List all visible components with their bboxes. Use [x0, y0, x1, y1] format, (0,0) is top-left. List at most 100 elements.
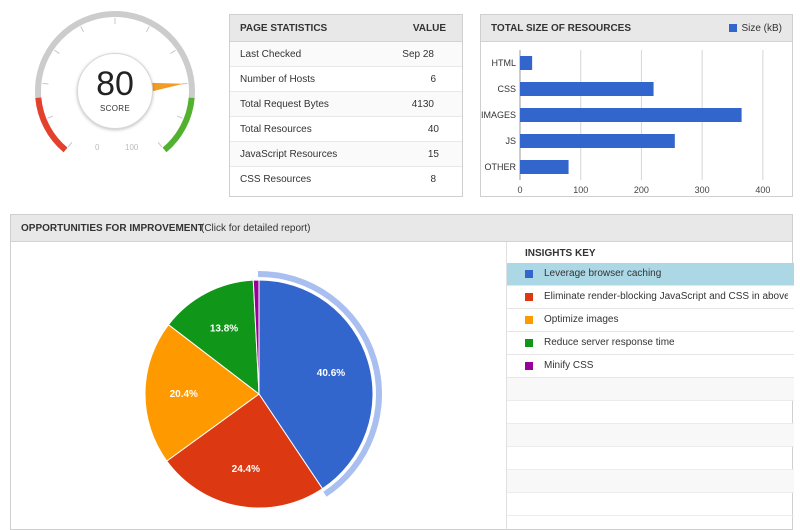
gauge-min-label: 0: [95, 143, 100, 152]
page-statistics-header: PAGE STATISTICS VALUE: [230, 15, 462, 42]
bar-other: [520, 160, 569, 174]
stats-value: 15: [427, 149, 439, 160]
opportunities-panel: OPPORTUNITIES FOR IMPROVEMENT (Click for…: [10, 214, 794, 530]
gauge-tick: [80, 26, 84, 33]
insight-server-response[interactable]: Reduce server response time: [507, 332, 794, 355]
empty-row: [507, 401, 794, 424]
stats-value: 6: [430, 74, 436, 85]
opportunities-pie-chart: 40.6% 24.4% 20.4% 13.8%: [144, 271, 382, 509]
pie-slice-2[interactable]: [144, 323, 260, 462]
empty-row: [507, 424, 794, 447]
stats-row-js-resources: JavaScript Resources 15: [230, 142, 462, 167]
stats-row-request-bytes: Total Request Bytes 4130: [230, 92, 462, 117]
gauge-tick: [157, 142, 163, 148]
gauge-max-label: 100: [125, 143, 139, 152]
pie-slice-4[interactable]: [252, 279, 260, 395]
insight-label: Optimize images: [544, 314, 619, 325]
pie-slice-1[interactable]: [166, 393, 324, 509]
pie-data-label: 20.4%: [170, 389, 198, 400]
stats-row-hosts: Number of Hosts 6: [230, 67, 462, 92]
insight-swatch: [525, 316, 533, 324]
gauge-tick: [170, 49, 176, 54]
score-circle: 80 SCORE: [77, 53, 153, 129]
gauge-tick: [67, 142, 73, 148]
gauge-arc-good: [162, 97, 195, 153]
stats-label: CSS Resources: [240, 174, 312, 185]
stats-row-css-resources: CSS Resources 8: [230, 167, 462, 192]
insights-key-title: INSIGHTS KEY: [525, 248, 596, 259]
stats-label: Total Request Bytes: [240, 99, 329, 110]
bar-category-label: CSS: [497, 84, 516, 94]
pie-highlight-ring: [257, 271, 382, 497]
gauge-tick: [47, 115, 54, 119]
stats-value: 4130: [411, 99, 434, 110]
stats-label: Last Checked: [240, 49, 302, 60]
bar-category-label: IMAGES: [481, 110, 516, 120]
pie-data-label: 13.8%: [210, 323, 238, 334]
gauge-tick: [176, 115, 183, 119]
stats-value: 8: [430, 174, 436, 185]
bar-category-label: JS: [505, 136, 516, 146]
bar-x-tick-label: 200: [634, 185, 649, 195]
bar-js: [520, 134, 675, 148]
page-statistics-title: PAGE STATISTICS: [240, 23, 328, 34]
gauge-needle: [147, 82, 184, 93]
stats-label: Total Resources: [240, 124, 312, 135]
size-legend: Size (kB): [729, 23, 782, 34]
gauge-tick: [146, 26, 150, 33]
stats-label: Number of Hosts: [240, 74, 316, 85]
legend-swatch: [729, 24, 738, 32]
insights-key: INSIGHTS KEY Leverage browser caching El…: [506, 242, 794, 530]
bar-x-tick-label: 100: [573, 185, 588, 195]
insight-label: Reduce server response time: [544, 337, 675, 348]
pie-data-label: 40.6%: [317, 368, 345, 379]
insight-minify-css[interactable]: Minify CSS: [507, 355, 794, 378]
bar-x-tick-label: 400: [755, 185, 770, 195]
insight-label: Eliminate render-blocking JavaScript and…: [544, 291, 788, 302]
bar-category-label: HTML: [492, 58, 517, 68]
empty-row: [507, 470, 794, 493]
page-statistics-panel: PAGE STATISTICS VALUE Last Checked Sep 2…: [229, 14, 463, 197]
bar-css: [520, 82, 654, 96]
insight-swatch: [525, 339, 533, 347]
gauge-tick: [54, 49, 60, 54]
resource-size-panel: TOTAL SIZE OF RESOURCES Size (kB) 0 100 20…: [480, 14, 793, 197]
stats-row-last-checked: Last Checked Sep 28: [230, 42, 462, 67]
bar-x-tick-label: 0: [517, 185, 522, 195]
stats-label: JavaScript Resources: [240, 149, 338, 160]
gauge-tick: [42, 82, 49, 85]
gauge-arc-bad: [35, 97, 68, 153]
gauge-dial: [35, 11, 195, 153]
pie-data-label: 24.4%: [232, 464, 260, 475]
score-value: 80: [96, 65, 134, 103]
insight-swatch: [525, 362, 533, 370]
insight-swatch: [525, 293, 533, 301]
resource-size-title: TOTAL SIZE OF RESOURCES: [491, 23, 632, 34]
stats-value: 40: [427, 124, 439, 135]
bar-x-tick-label: 300: [695, 185, 710, 195]
bar-html: [520, 56, 533, 70]
insight-leverage-browser-caching[interactable]: Leverage browser caching: [507, 263, 794, 286]
empty-row: [507, 493, 794, 516]
value-column-header: VALUE: [412, 23, 446, 34]
resource-size-bar-chart: 0 100 200 300 400 HTML CSS IMAGES JS OTHER: [481, 50, 770, 195]
stats-row-total-resources: Total Resources 40: [230, 117, 462, 142]
empty-row: [507, 447, 794, 470]
gauge-arc-top-right: [175, 45, 195, 98]
insight-label: Leverage browser caching: [544, 268, 662, 279]
score-label: SCORE: [100, 104, 130, 113]
pie-slice-3[interactable]: [167, 279, 260, 396]
insight-optimize-images[interactable]: Optimize images: [507, 309, 794, 332]
bar-category-label: OTHER: [485, 162, 517, 172]
insight-label: Minify CSS: [544, 360, 594, 371]
gauge-arc-top: [63, 11, 181, 49]
score-gauge: 80 SCORE 0 100: [0, 0, 220, 200]
insight-swatch: [525, 270, 533, 278]
insight-render-blocking[interactable]: Eliminate render-blocking JavaScript and…: [507, 286, 794, 309]
detailed-report-hint[interactable]: (Click for detailed report): [201, 223, 311, 234]
bar-images: [520, 108, 742, 122]
opportunities-title: OPPORTUNITIES FOR IMPROVEMENT: [21, 223, 204, 234]
stats-value: Sep 28: [402, 49, 434, 60]
pie-slice-0[interactable]: [258, 279, 374, 490]
opportunities-header[interactable]: OPPORTUNITIES FOR IMPROVEMENT (Click for…: [11, 215, 792, 242]
